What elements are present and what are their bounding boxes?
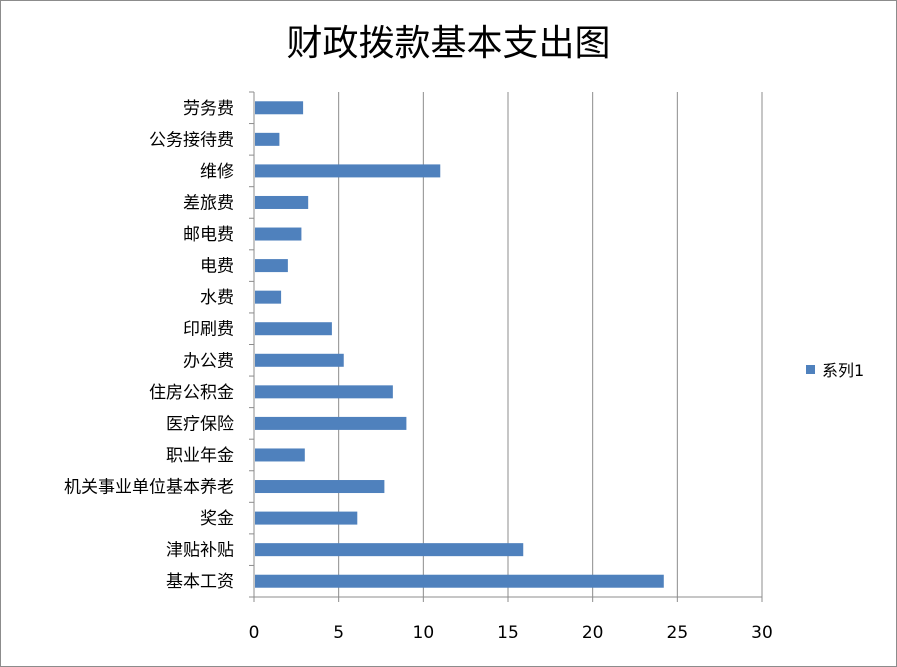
x-tick-label: 15 — [497, 623, 519, 643]
category-label: 印刷费 — [183, 320, 234, 340]
x-tick-label: 5 — [333, 623, 344, 643]
x-tick-label: 0 — [249, 623, 260, 643]
bar — [255, 227, 302, 241]
bar — [255, 448, 305, 462]
category-label: 差旅费 — [183, 193, 234, 213]
category-label: 医疗保险 — [166, 414, 234, 434]
category-label: 职业年金 — [166, 446, 234, 466]
bar — [255, 574, 664, 588]
bar — [255, 416, 407, 430]
category-label: 奖金 — [200, 509, 234, 529]
category-label: 劳务费 — [183, 99, 234, 119]
bar — [255, 322, 332, 336]
bar — [255, 132, 280, 146]
x-tick-label: 30 — [751, 623, 773, 643]
legend-swatch — [806, 364, 815, 374]
category-label: 公务接待费 — [149, 130, 234, 150]
category-label: 办公费 — [183, 351, 234, 371]
bar — [255, 511, 358, 525]
x-tick-label: 20 — [582, 623, 604, 643]
bar — [255, 195, 309, 209]
legend-label: 系列1 — [822, 361, 865, 380]
category-label: 邮电费 — [183, 225, 234, 245]
category-label: 维修 — [200, 162, 234, 182]
x-tick-label: 10 — [413, 623, 435, 643]
bar — [255, 290, 282, 304]
bar — [255, 101, 304, 115]
category-label: 津贴补贴 — [166, 541, 234, 561]
bar — [255, 385, 393, 399]
legend: 系列1 — [806, 357, 864, 381]
category-label: 电费 — [200, 257, 234, 277]
category-label: 机关事业单位基本养老 — [64, 478, 234, 498]
category-label: 住房公积金 — [149, 383, 234, 403]
category-label: 基本工资 — [166, 572, 234, 592]
chart-title: 财政拨款基本支出图 — [286, 23, 611, 64]
bar — [255, 259, 288, 273]
bar — [255, 353, 344, 367]
bar — [255, 480, 385, 494]
x-tick-label: 25 — [667, 623, 689, 643]
category-label: 水费 — [200, 288, 234, 308]
bar — [255, 543, 524, 557]
bar — [255, 164, 441, 178]
